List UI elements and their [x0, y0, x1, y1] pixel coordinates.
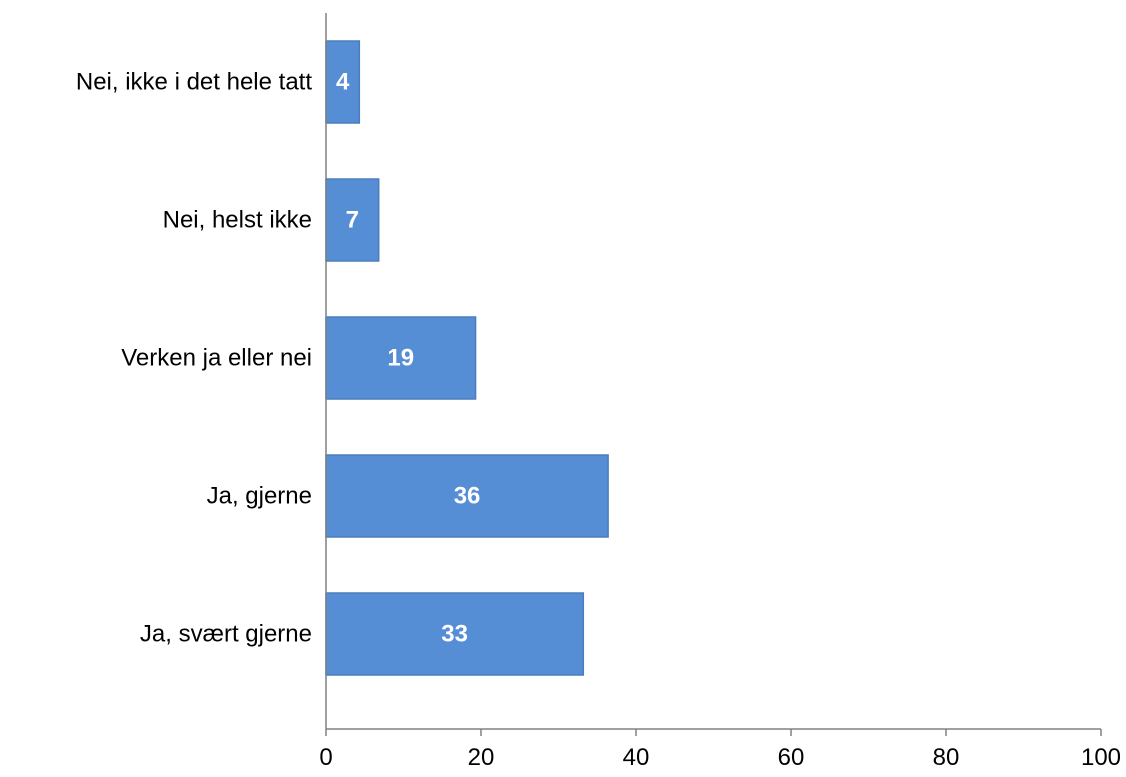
bar-3	[325, 454, 609, 538]
category-label-0: Nei, ikke i det hele tatt	[76, 69, 312, 96]
category-label-4: Ja, svært gjerne	[140, 621, 312, 648]
x-tick-label-5: 100	[1081, 744, 1121, 771]
data-labels: 4 7 19 36 33	[336, 69, 480, 648]
data-label-0: 4	[336, 69, 350, 96]
bar-2	[325, 316, 477, 400]
category-label-3: Ja, gjerne	[207, 483, 312, 510]
axes-group	[325, 13, 1102, 736]
data-label-4: 33	[441, 621, 468, 648]
x-tick-label-4: 80	[933, 744, 960, 771]
x-tick-label-2: 40	[623, 744, 650, 771]
data-label-2: 19	[387, 345, 414, 372]
category-label-2: Verken ja eller nei	[121, 345, 312, 372]
data-label-3: 36	[454, 483, 481, 510]
x-tick-label-0: 0	[319, 744, 332, 771]
data-label-1: 7	[346, 207, 359, 234]
x-tick-label-3: 60	[778, 744, 805, 771]
x-tick-label-1: 20	[468, 744, 495, 771]
bars-group	[325, 40, 609, 676]
bar-1	[325, 178, 380, 262]
category-label-1: Nei, helst ikke	[163, 207, 312, 234]
bar-4	[325, 592, 585, 676]
category-labels: Nei, ikke i det hele tatt Nei, helst ikke…	[76, 69, 312, 648]
tick-labels: 0 20 40 60 80 100	[319, 744, 1121, 771]
